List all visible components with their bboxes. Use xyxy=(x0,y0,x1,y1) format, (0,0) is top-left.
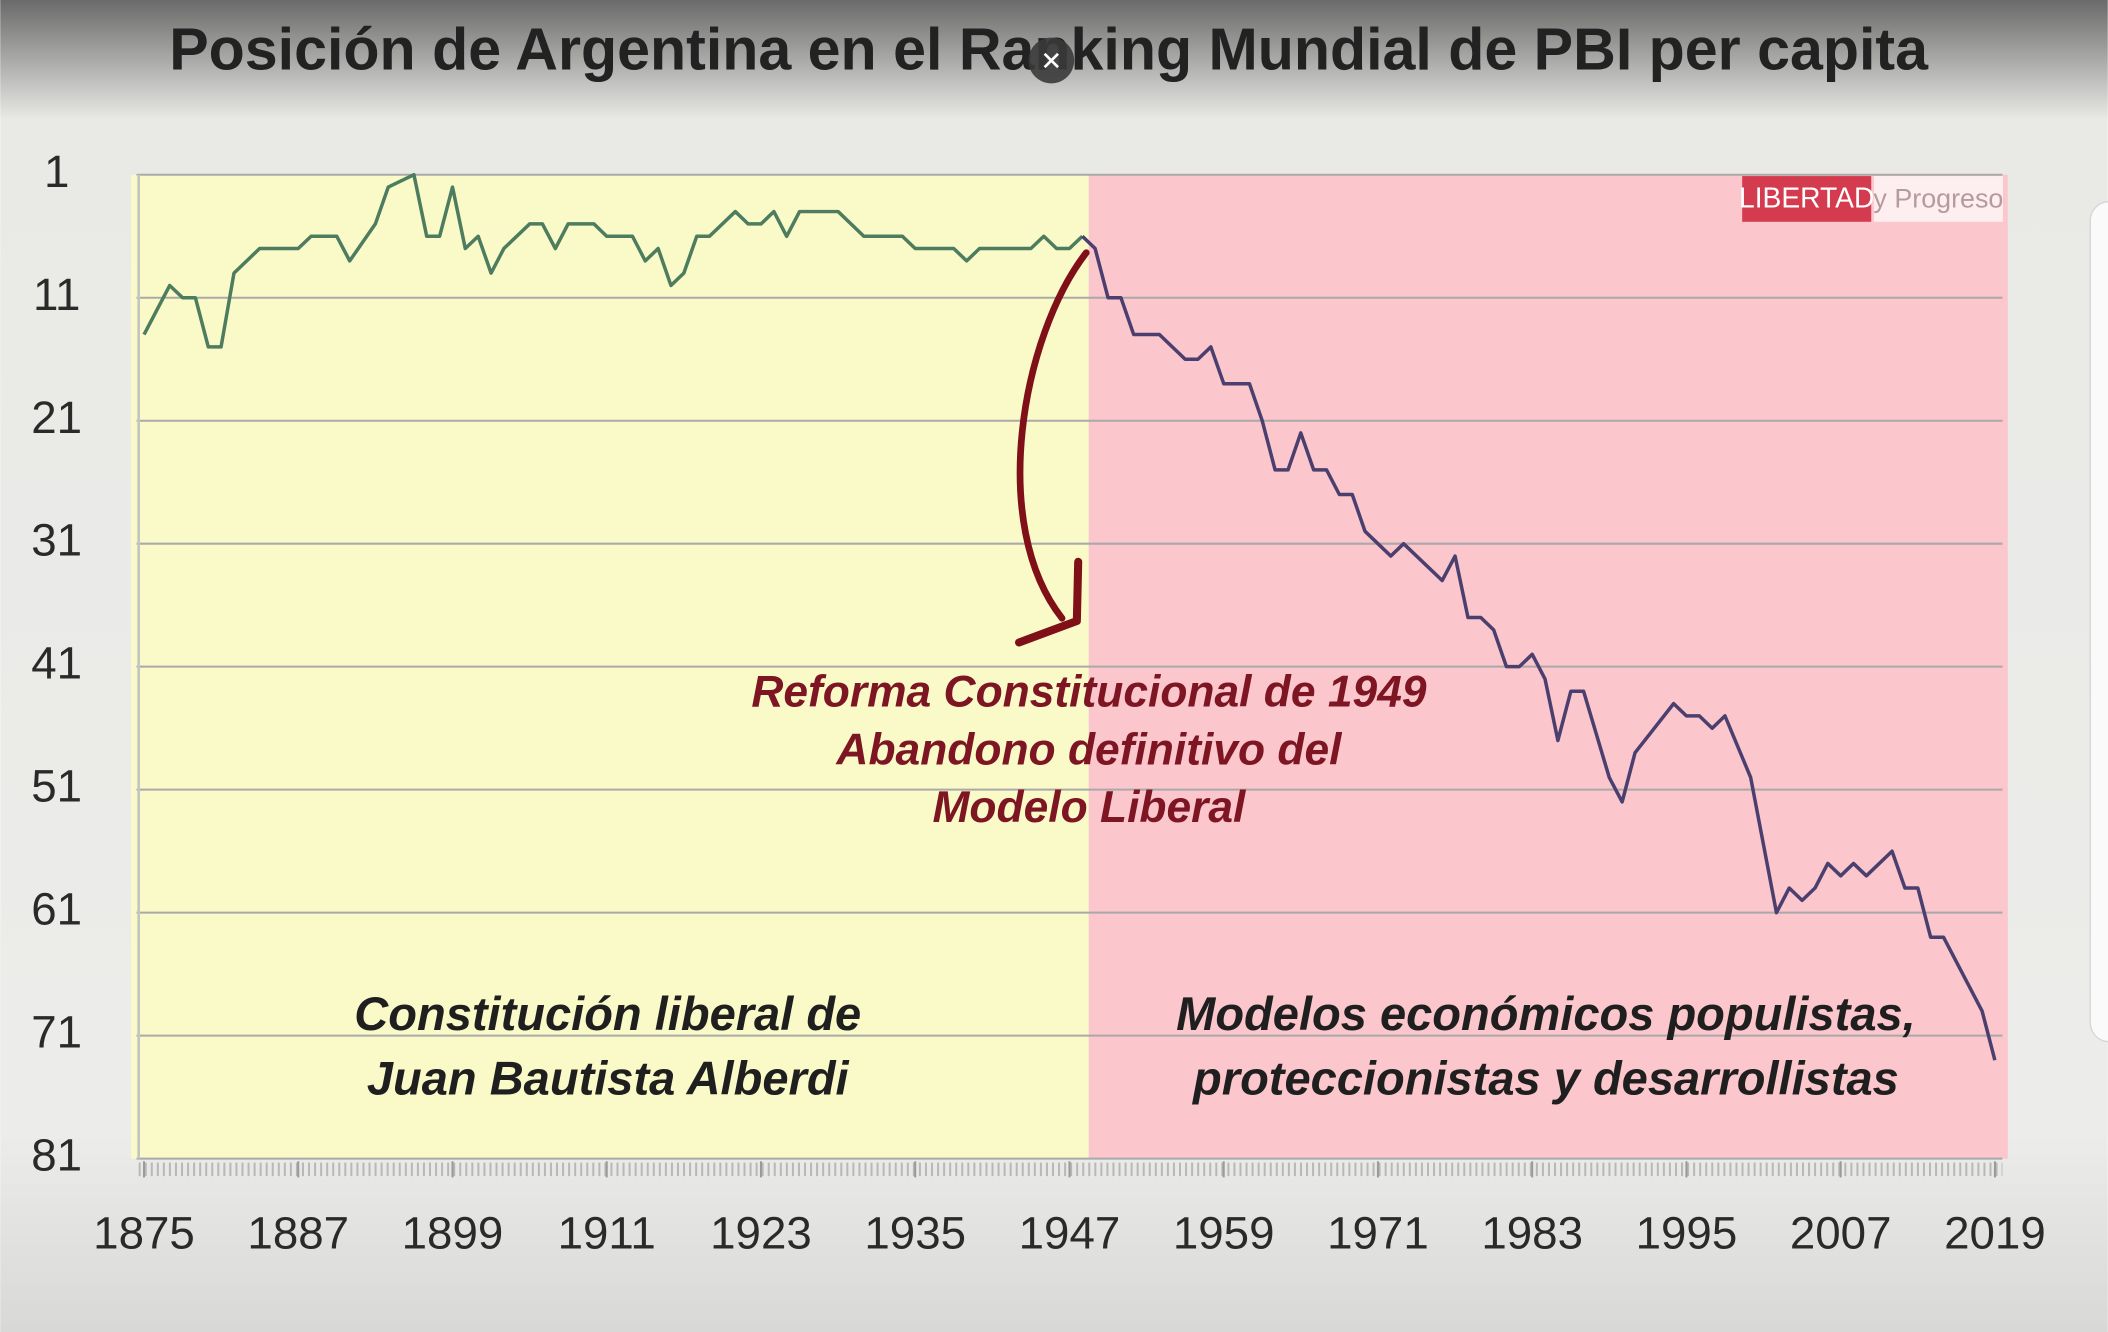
x-tick-label: 1935 xyxy=(864,1208,966,1259)
x-tick-label: 1959 xyxy=(1173,1208,1275,1259)
x-tick-label: 1983 xyxy=(1481,1208,1583,1259)
y-tick-label: 21 xyxy=(31,392,82,443)
x-tick-label: 1911 xyxy=(558,1208,656,1259)
y-tick-label: 41 xyxy=(31,638,82,689)
region-label: Juan Bautista Alberdi xyxy=(367,1051,850,1104)
x-tick-label: 1971 xyxy=(1327,1208,1429,1259)
y-tick-label: 61 xyxy=(31,884,82,935)
logo-box xyxy=(1742,176,1872,222)
x-tick-label: 1875 xyxy=(93,1208,195,1259)
side-panel xyxy=(2089,200,2108,1043)
x-tick-label: 1899 xyxy=(402,1208,504,1259)
y-tick-label: 11 xyxy=(33,269,80,320)
logo-text: LIBERTAD xyxy=(1739,182,1874,214)
region-label: Constitución liberal de xyxy=(354,987,861,1040)
x-tick-label: 1947 xyxy=(1019,1208,1121,1259)
x-tick-label: 1887 xyxy=(247,1208,349,1259)
annotation-arrowhead xyxy=(1015,557,1083,647)
x-tick-label: 1923 xyxy=(710,1208,812,1259)
y-tick-label: 81 xyxy=(31,1130,82,1181)
logo-box-light xyxy=(1873,176,2003,222)
annotation-text: Abandono definitivo del xyxy=(835,725,1343,774)
annotation-text: Reforma Constitucional de 1949 xyxy=(751,668,1427,717)
region-label: Modelos económicos populistas, xyxy=(1176,987,1916,1040)
annotation-arrow xyxy=(1016,249,1090,622)
y-tick-label: 51 xyxy=(31,761,82,812)
y-tick-label: 71 xyxy=(31,1007,82,1058)
x-tick-label: 1995 xyxy=(1636,1208,1738,1259)
y-tick-label: 31 xyxy=(31,515,82,566)
region-label: proteccionistas y desarrollistas xyxy=(1191,1051,1899,1104)
y-tick-label: 1 xyxy=(44,146,69,197)
x-tick-label: 2007 xyxy=(1790,1208,1892,1259)
close-button[interactable] xyxy=(1028,37,1075,84)
x-tick-label: 2019 xyxy=(1944,1208,2046,1259)
series-line xyxy=(1081,235,1997,1061)
annotation-text: Modelo Liberal xyxy=(932,783,1247,832)
logo-text: y Progreso xyxy=(1873,183,2003,213)
series-line xyxy=(142,172,1084,349)
